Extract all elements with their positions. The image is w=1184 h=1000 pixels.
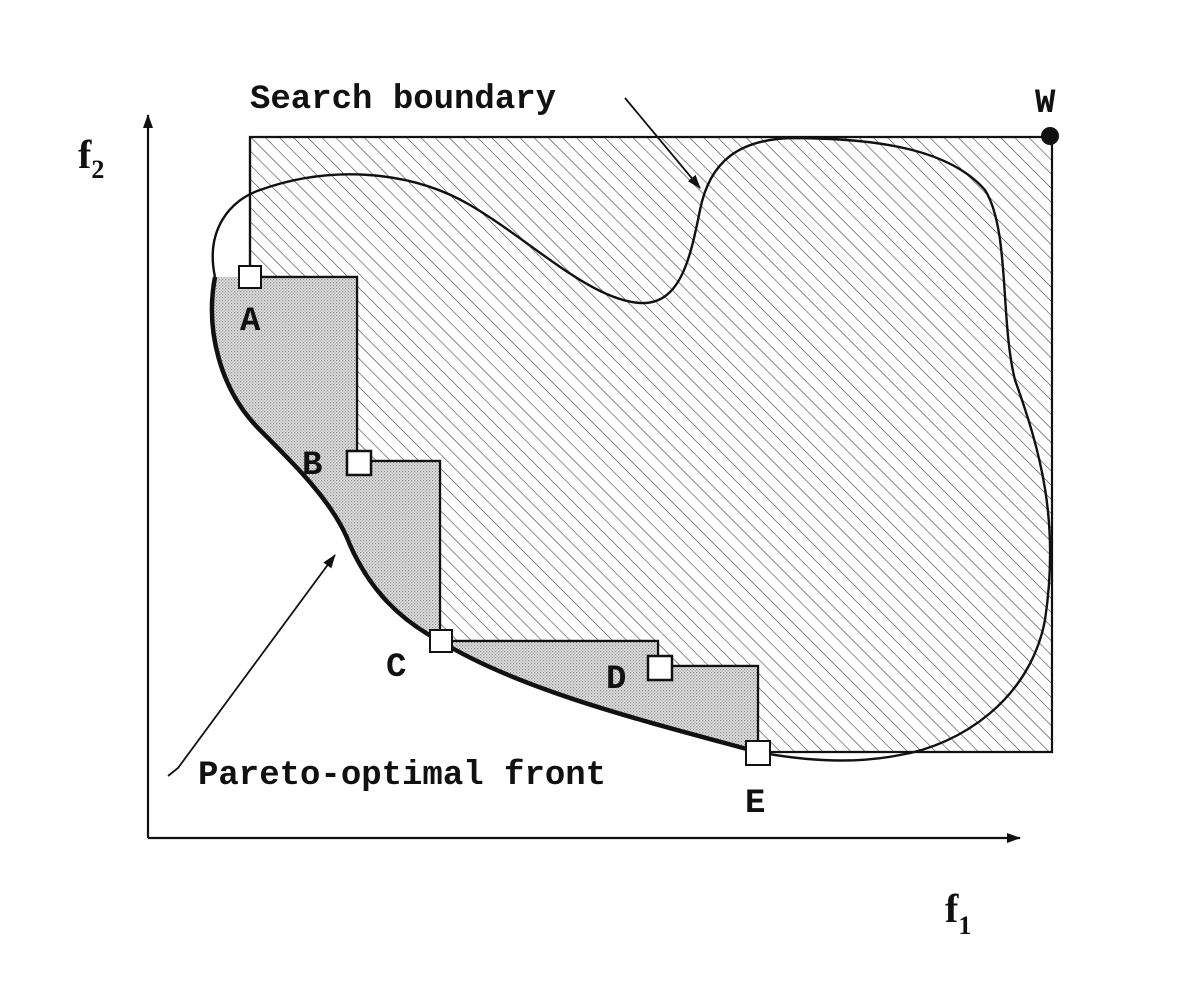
search-boundary-curve (211, 136, 1052, 762)
point-e-label: E (745, 785, 765, 823)
point-b-label: B (302, 447, 322, 485)
point-c-marker (429, 629, 453, 653)
y-axis-label: f2 (78, 132, 104, 184)
point-w-label: W (1035, 85, 1056, 123)
point-d-label: D (606, 661, 626, 699)
search-boundary-arrow (624, 97, 701, 189)
search-boundary-label: Search boundary (250, 81, 556, 119)
staircase-outline (248, 137, 760, 752)
point-a-marker (238, 265, 262, 289)
shaded-gap-region (212, 277, 758, 752)
point-e-marker (745, 740, 771, 766)
pareto-front-label: Pareto-optimal front (198, 757, 606, 795)
point-b-marker (345, 449, 373, 477)
pareto-optimal-front (209, 276, 759, 755)
point-d-marker (646, 654, 674, 682)
point-w-marker (1041, 127, 1059, 145)
point-c-label: C (386, 649, 406, 687)
pareto-front-arrow (167, 554, 336, 777)
point-a-label: A (240, 303, 261, 341)
x-axis-label: f1 (945, 886, 971, 940)
